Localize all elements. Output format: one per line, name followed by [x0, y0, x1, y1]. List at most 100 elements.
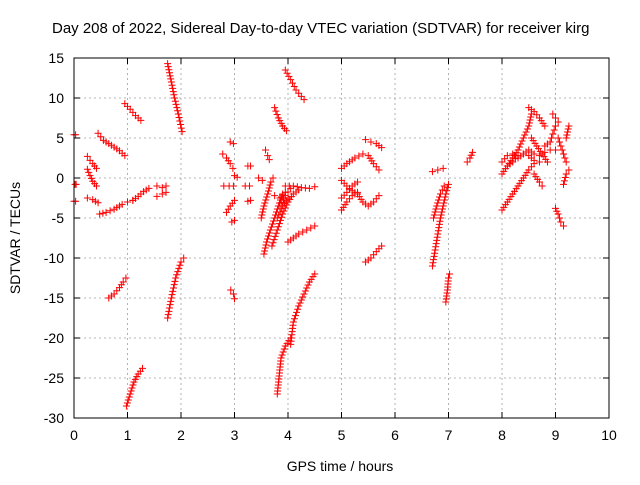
data-point	[167, 294, 175, 302]
data-point	[118, 200, 126, 208]
data-point	[435, 196, 443, 204]
y-tick-label: -15	[44, 290, 64, 306]
data-point	[174, 268, 182, 276]
data-point	[436, 217, 444, 225]
data-point	[429, 259, 437, 267]
data-point	[164, 63, 172, 71]
grid	[74, 58, 609, 418]
data-point	[174, 107, 182, 115]
x-axis-label: GPS time / hours	[287, 458, 394, 474]
data-point	[446, 270, 454, 278]
data-point	[433, 233, 441, 241]
data-point	[355, 152, 363, 160]
data-point	[231, 295, 238, 303]
data-point	[430, 256, 438, 264]
x-tick-label: 7	[445, 427, 453, 443]
data-point	[222, 208, 230, 216]
data-point	[557, 142, 565, 150]
y-axis-label: SDTVAR / TECUs	[7, 182, 23, 294]
data-point	[83, 194, 91, 202]
data-point	[171, 97, 179, 105]
data-point	[260, 250, 268, 258]
data-point	[229, 140, 237, 148]
data-point	[227, 286, 235, 294]
data-point	[445, 274, 452, 282]
data-point	[440, 199, 448, 207]
data-point	[122, 274, 130, 282]
data-point	[556, 214, 564, 222]
data-point	[311, 222, 319, 230]
data-point	[547, 134, 555, 142]
data-point	[257, 214, 265, 222]
data-point	[264, 232, 272, 240]
data-point	[158, 184, 166, 192]
data-point	[433, 236, 441, 244]
data-point	[560, 180, 568, 188]
data-point	[434, 199, 442, 207]
data-point	[430, 252, 438, 260]
data-point	[264, 152, 272, 160]
data-point	[270, 217, 278, 225]
data-point	[262, 241, 270, 249]
data-point	[362, 136, 370, 144]
data-point	[229, 164, 237, 172]
data-point	[270, 236, 278, 244]
data-point	[247, 196, 255, 204]
data-point	[168, 81, 176, 89]
data-point	[443, 187, 451, 195]
data-point	[219, 150, 227, 158]
data-point	[378, 144, 386, 152]
data-point	[428, 168, 436, 176]
data-point	[552, 122, 559, 130]
data-point	[549, 110, 557, 118]
y-tick-label: 10	[48, 90, 64, 106]
data-point	[233, 173, 241, 181]
x-tick-label: 0	[70, 427, 78, 443]
axis-ticks: 0 1 2 3 4 5 6 7 8 9 10 -30 -25 -20 -15 -10 -5 0 5 10 15	[44, 50, 617, 443]
data-point	[106, 207, 114, 215]
data-point	[276, 202, 284, 210]
data-point	[463, 158, 471, 166]
data-point	[430, 214, 438, 222]
data-point	[167, 78, 175, 86]
data-point	[561, 154, 569, 162]
data-point	[180, 254, 188, 262]
data-point	[288, 79, 296, 87]
data-point	[521, 131, 529, 139]
data-point	[273, 111, 281, 119]
data-point	[293, 308, 301, 316]
data-point	[280, 345, 288, 353]
data-point	[295, 230, 303, 238]
x-tick-label: 1	[124, 427, 132, 443]
data-point	[264, 187, 272, 195]
data-point	[119, 278, 127, 286]
data-point	[164, 60, 172, 68]
data-point	[124, 396, 132, 404]
data-point	[439, 202, 447, 210]
y-tick-label: -20	[44, 330, 64, 346]
data-point	[174, 110, 182, 118]
data-point	[434, 166, 442, 174]
data-point	[268, 220, 276, 228]
data-point	[145, 184, 153, 192]
data-point	[272, 107, 280, 115]
data-point	[503, 152, 511, 160]
data-point	[562, 170, 570, 178]
data-point	[274, 223, 282, 231]
data-point	[127, 387, 135, 395]
data-point	[169, 287, 177, 295]
data-point	[434, 230, 442, 238]
data-point	[247, 162, 255, 170]
data-point	[296, 299, 304, 307]
data-point	[165, 66, 173, 74]
data-point	[295, 302, 303, 310]
data-point	[293, 183, 301, 191]
data-point	[137, 116, 145, 124]
data-point	[245, 182, 253, 190]
data-point	[177, 121, 185, 129]
data-point	[266, 181, 274, 189]
data-point	[164, 311, 172, 319]
data-point	[260, 202, 268, 210]
data-point	[226, 138, 234, 146]
data-point	[280, 195, 288, 203]
